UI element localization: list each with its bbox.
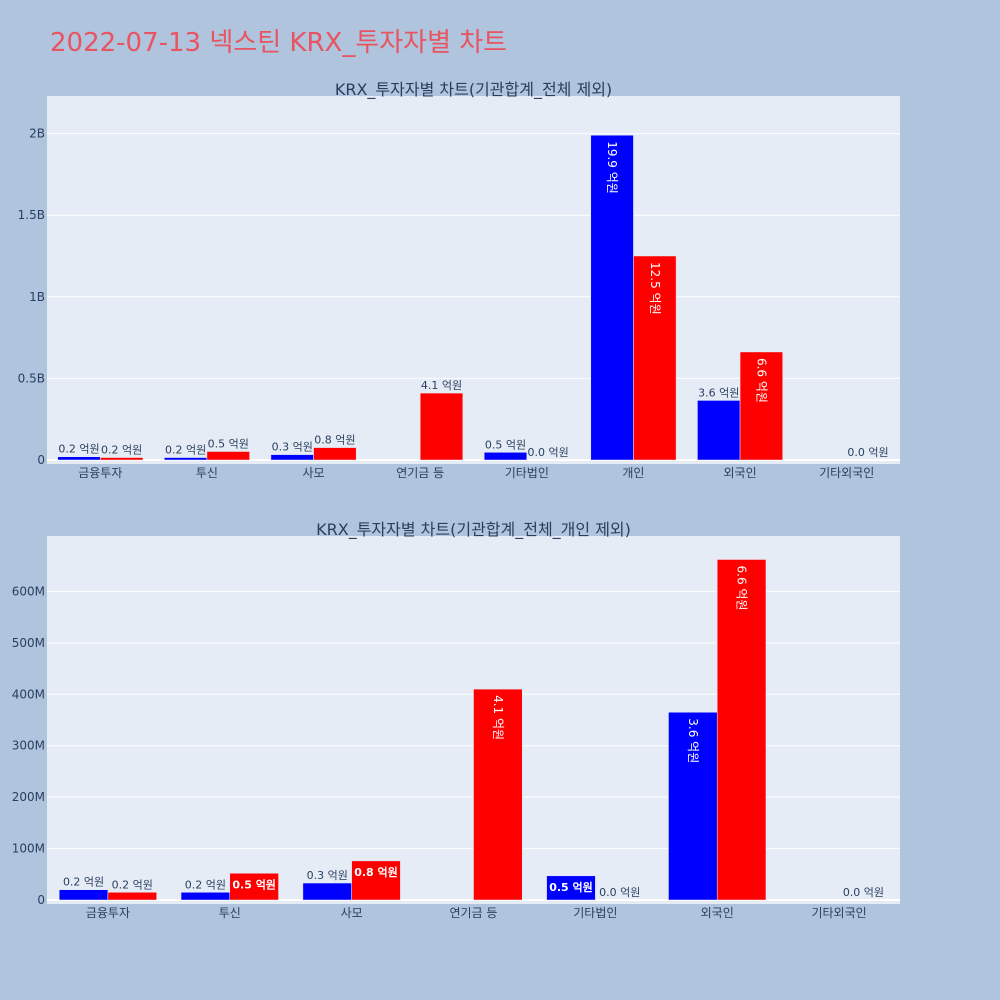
- x-tick-label: 금융투자: [86, 906, 130, 920]
- bar: [180, 892, 231, 901]
- data-label: 0.2 억원: [165, 444, 206, 457]
- bar: [739, 351, 783, 461]
- y-tick-label: 0: [37, 453, 45, 467]
- bar: [229, 873, 279, 901]
- data-label: 0.0 억원: [599, 886, 640, 899]
- data-label: 0.8 억원: [354, 865, 398, 879]
- bar: [697, 400, 741, 461]
- bar: [100, 457, 144, 461]
- page-title: 2022-07-13 넥스틴 KRX_투자자별 차트: [50, 28, 508, 58]
- x-tick-label: 외국인: [701, 906, 734, 920]
- y-tick-label: 0: [37, 893, 45, 907]
- x-tick-label: 투신: [196, 466, 218, 480]
- y-tick-label: 100M: [12, 842, 45, 856]
- data-label: 19.9 억원: [605, 141, 619, 194]
- bar: [206, 451, 250, 461]
- data-label: 0.3 억원: [272, 441, 313, 454]
- y-tick-label: 600M: [12, 584, 45, 598]
- data-label: 0.2 억원: [63, 876, 104, 889]
- data-label: 0.2 억원: [58, 443, 99, 456]
- y-tick-label: 300M: [12, 739, 45, 753]
- x-tick-label: 사모: [303, 466, 325, 480]
- x-tick-label: 기타법인: [573, 906, 617, 920]
- bar: [483, 452, 528, 461]
- data-label: 0.0 억원: [847, 446, 888, 459]
- data-label: 3.6 억원: [698, 386, 739, 399]
- bar: [546, 875, 596, 901]
- y-tick-label: 500M: [12, 636, 45, 650]
- x-tick-label: 기타외국인: [819, 466, 874, 480]
- data-label: 0.0 억원: [843, 886, 884, 899]
- bar: [302, 882, 352, 901]
- bar: [58, 889, 109, 901]
- data-label: 0.2 억원: [101, 444, 142, 457]
- y-tick-label: 400M: [12, 687, 45, 701]
- data-label: 0.5 억원: [232, 877, 276, 891]
- x-tick-label: 연기금 등: [396, 466, 444, 480]
- bar: [633, 255, 677, 461]
- y-tick-label: 1.5B: [18, 208, 45, 222]
- x-tick-label: 외국인: [724, 466, 757, 480]
- data-label: 0.5 억원: [208, 438, 249, 451]
- x-tick-label: 사모: [341, 906, 363, 920]
- y-tick-label: 200M: [12, 790, 45, 804]
- data-label: 4.1 억원: [491, 695, 505, 740]
- x-tick-label: 개인: [622, 466, 644, 480]
- x-tick-label: 연기금 등: [450, 906, 498, 920]
- data-label: 0.2 억원: [185, 878, 226, 891]
- bar: [419, 392, 464, 461]
- data-label: 0.2 억원: [112, 878, 153, 891]
- bar: [716, 559, 767, 901]
- bar: [590, 134, 634, 461]
- data-label: 0.8 억원: [314, 434, 355, 447]
- x-tick-label: 금융투자: [78, 466, 122, 480]
- y-tick-label: 2B: [29, 127, 45, 141]
- bar: [313, 447, 357, 461]
- bar: [668, 712, 718, 901]
- data-label: 0.0 억원: [528, 446, 569, 459]
- bar: [351, 860, 401, 901]
- data-label: 12.5 억원: [648, 262, 662, 315]
- data-label: 0.3 억원: [307, 869, 348, 882]
- x-tick-label: 투신: [219, 906, 241, 920]
- chart-title: KRX_투자자별 차트(기관합계_전체 제외): [335, 80, 612, 100]
- data-label: 3.6 억원: [686, 718, 700, 763]
- data-label: 6.6 억원: [735, 565, 749, 610]
- data-label: 6.6 억원: [754, 358, 768, 403]
- x-tick-label: 기타법인: [505, 466, 549, 480]
- bar: [107, 892, 157, 901]
- y-tick-label: 1B: [29, 290, 45, 304]
- data-label: 4.1 억원: [421, 379, 462, 392]
- chart-title: KRX_투자자별 차트(기관합계_전체_개인 제외): [316, 520, 631, 540]
- data-label: 0.5 억원: [485, 438, 526, 451]
- chart-1: 0 0.5B 1B 1.5B 2B KRX_투자자별 차트(기관합계_전체 제외) 금융투자…: [18, 80, 900, 480]
- y-tick-label: 0.5B: [18, 371, 45, 385]
- bar: [473, 688, 523, 901]
- data-label: 0.5 억원: [549, 880, 593, 894]
- x-tick-label: 기타외국인: [811, 906, 866, 920]
